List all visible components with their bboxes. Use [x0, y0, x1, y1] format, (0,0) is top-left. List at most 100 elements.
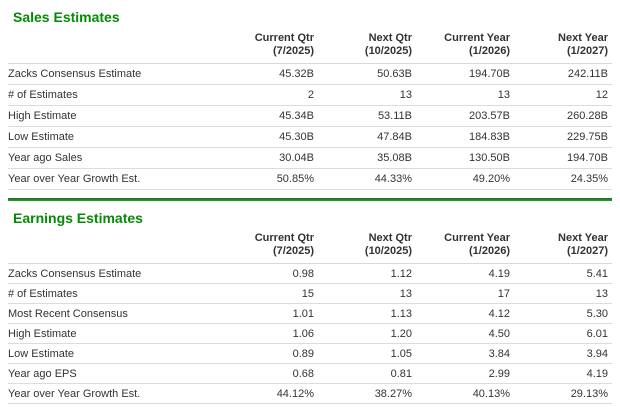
column-header-label: Current Year: [444, 232, 510, 244]
sales-estimates-section: Sales Estimates Current Qtr (7/2025) Nex…: [8, 0, 612, 190]
table-row: Year ago EPS 0.68 0.81 2.99 4.19: [8, 363, 612, 384]
column-header-label: Current Qtr: [254, 31, 314, 44]
column-header-next-year: Next Year (1/2027): [514, 25, 612, 64]
value-cell: 5.30: [514, 303, 612, 324]
value-cell: 0.81: [318, 363, 416, 384]
table-row: High Estimate 45.34B 53.11B 203.57B 260.…: [8, 105, 612, 127]
row-label: Zacks Consensus Estimate: [8, 263, 220, 284]
value-cell: 4.19: [514, 363, 612, 384]
table-row: Low Estimate 45.30B 47.84B 184.83B 229.7…: [8, 126, 612, 148]
value-cell: 53.11B: [318, 105, 416, 127]
value-cell: 0.68: [220, 363, 318, 384]
row-label: Year ago EPS: [8, 363, 220, 384]
value-cell: 1.06: [220, 323, 318, 344]
value-cell: 45.30B: [220, 126, 318, 148]
value-cell: 1.12: [318, 263, 416, 284]
value-cell: 24.35%: [514, 168, 612, 190]
value-cell: 4.19: [416, 263, 514, 284]
table-row: Low Estimate 0.89 1.05 3.84 3.94: [8, 343, 612, 364]
value-cell: 194.70B: [514, 147, 612, 169]
table-row: # of Estimates 2 13 13 12: [8, 84, 612, 106]
value-cell: 50.63B: [318, 63, 416, 85]
value-cell: 130.50B: [416, 147, 514, 169]
column-header-label: Next Qtr: [368, 232, 412, 244]
value-cell: 0.89: [220, 343, 318, 364]
value-cell: 13: [514, 283, 612, 304]
column-header-date: (1/2026): [469, 44, 510, 57]
column-header-label: Next Year: [558, 31, 608, 44]
earnings-estimates-table: Current Qtr (7/2025) Next Qtr (10/2025) …: [8, 225, 612, 404]
column-header-date: (1/2026): [469, 245, 510, 257]
column-header-next-qtr: Next Qtr (10/2025): [318, 225, 416, 264]
value-cell: 17: [416, 283, 514, 304]
column-header-date: (1/2027): [567, 44, 608, 57]
header-row: Current Qtr (7/2025) Next Qtr (10/2025) …: [8, 225, 612, 264]
header-row: Current Qtr (7/2025) Next Qtr (10/2025) …: [8, 25, 612, 64]
table-row: # of Estimates 15 13 17 13: [8, 283, 612, 304]
value-cell: 203.57B: [416, 105, 514, 127]
column-header-current-year: Current Year (1/2026): [416, 225, 514, 264]
value-cell: 13: [318, 84, 416, 106]
value-cell: 50.85%: [220, 168, 318, 190]
table-row: Zacks Consensus Estimate 0.98 1.12 4.19 …: [8, 263, 612, 284]
earnings-section-title: Earnings Estimates: [13, 209, 143, 226]
value-cell: 194.70B: [416, 63, 514, 85]
column-header-label: Current Year: [444, 31, 510, 44]
value-cell: 3.94: [514, 343, 612, 364]
column-header-current-year: Current Year (1/2026): [416, 25, 514, 64]
column-header-date: (7/2025): [273, 44, 314, 57]
value-cell: 35.08B: [318, 147, 416, 169]
table-row: High Estimate 1.06 1.20 4.50 6.01: [8, 323, 612, 344]
section-divider: [8, 197, 612, 201]
table-row: Year over Year Growth Est. 50.85% 44.33%…: [8, 168, 612, 190]
value-cell: 29.13%: [514, 383, 612, 404]
value-cell: 12: [514, 84, 612, 106]
column-header-date: (10/2025): [364, 245, 412, 257]
row-label: High Estimate: [8, 323, 220, 344]
row-label: Year over Year Growth Est.: [8, 383, 220, 404]
row-label: High Estimate: [8, 105, 220, 127]
value-cell: 2.99: [416, 363, 514, 384]
earnings-table-header: Current Qtr (7/2025) Next Qtr (10/2025) …: [8, 225, 612, 264]
value-cell: 5.41: [514, 263, 612, 284]
row-label: # of Estimates: [8, 84, 220, 106]
value-cell: 4.12: [416, 303, 514, 324]
value-cell: 13: [318, 283, 416, 304]
table-row: Year over Year Growth Est. 44.12% 38.27%…: [8, 383, 612, 404]
empty-header-cell: [8, 25, 220, 64]
column-header-current-qtr: Current Qtr (7/2025): [220, 25, 318, 64]
value-cell: 45.32B: [220, 63, 318, 85]
value-cell: 229.75B: [514, 126, 612, 148]
value-cell: 1.13: [318, 303, 416, 324]
value-cell: 4.50: [416, 323, 514, 344]
value-cell: 2: [220, 84, 318, 106]
column-header-date: (7/2025): [273, 245, 314, 257]
row-label: Year over Year Growth Est.: [8, 168, 220, 190]
value-cell: 6.01: [514, 323, 612, 344]
table-row: Zacks Consensus Estimate 45.32B 50.63B 1…: [8, 63, 612, 85]
column-header-next-qtr: Next Qtr (10/2025): [318, 25, 416, 64]
value-cell: 0.98: [220, 263, 318, 284]
column-header-current-qtr: Current Qtr (7/2025): [220, 225, 318, 264]
row-label: Year ago Sales: [8, 147, 220, 169]
earnings-estimates-section: Earnings Estimates Current Qtr (7/2025) …: [8, 201, 612, 404]
column-header-next-year: Next Year (1/2027): [514, 225, 612, 264]
value-cell: 15: [220, 283, 318, 304]
column-header-label: Next Year: [558, 232, 608, 244]
value-cell: 3.84: [416, 343, 514, 364]
sales-table-header: Current Qtr (7/2025) Next Qtr (10/2025) …: [8, 25, 612, 64]
value-cell: 49.20%: [416, 168, 514, 190]
row-label: Low Estimate: [8, 343, 220, 364]
value-cell: 38.27%: [318, 383, 416, 404]
value-cell: 13: [416, 84, 514, 106]
value-cell: 47.84B: [318, 126, 416, 148]
row-label: Zacks Consensus Estimate: [8, 63, 220, 85]
value-cell: 44.33%: [318, 168, 416, 190]
value-cell: 242.11B: [514, 63, 612, 85]
value-cell: 1.20: [318, 323, 416, 344]
row-label: Most Recent Consensus: [8, 303, 220, 324]
column-header-label: Current Qtr: [254, 232, 314, 244]
value-cell: 30.04B: [220, 147, 318, 169]
